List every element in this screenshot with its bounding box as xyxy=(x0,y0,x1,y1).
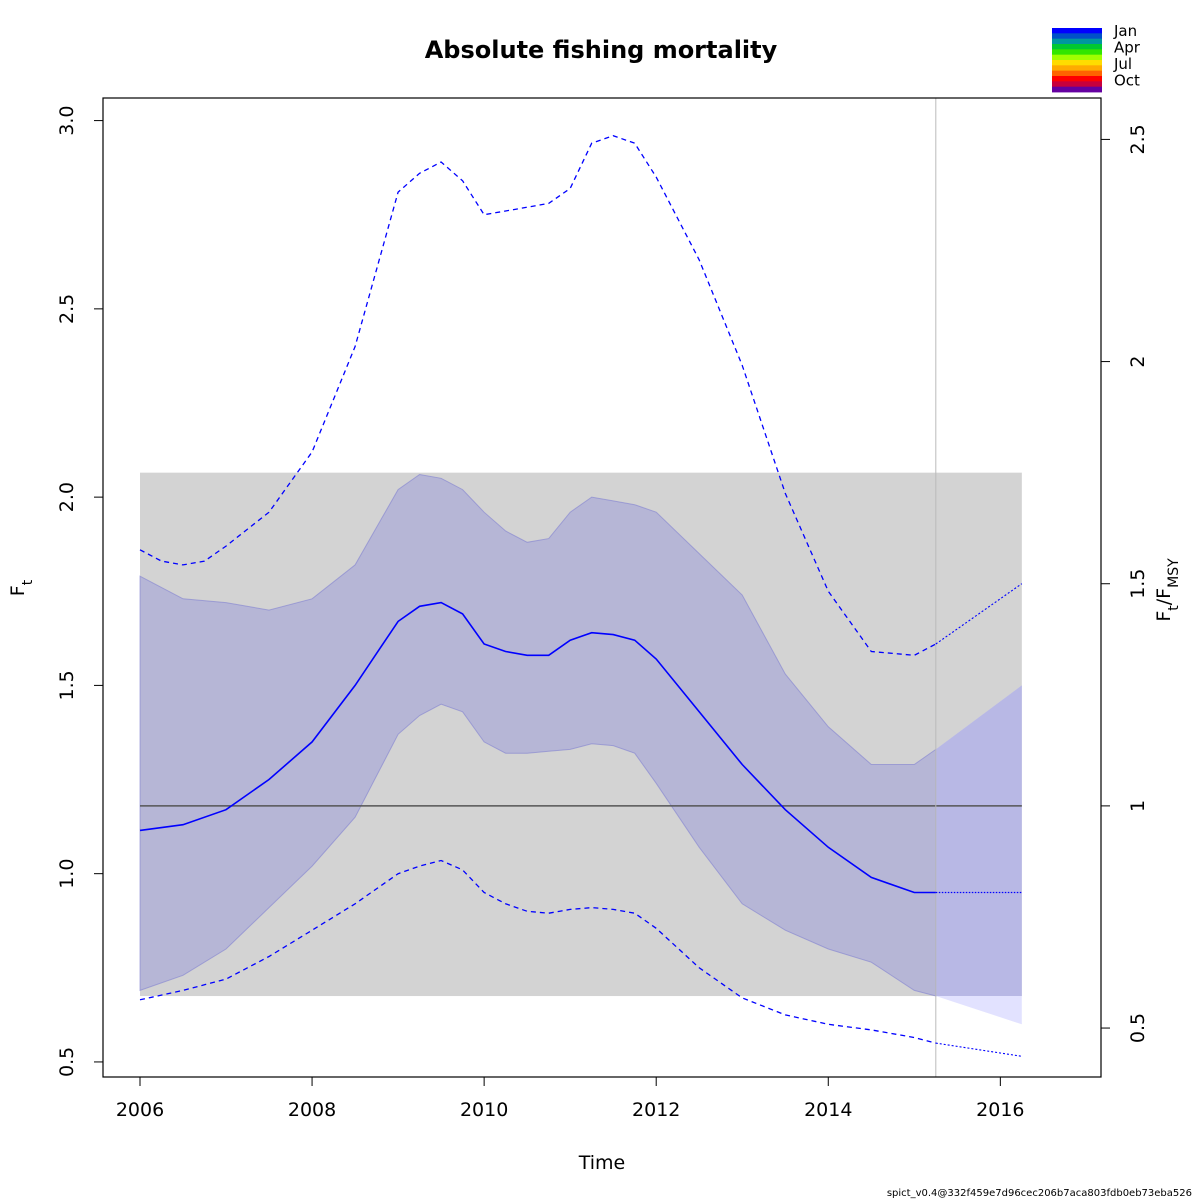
axes: 2006 2008 2010 2012 2014 2016 0.5 1.0 1.5 2.0 2.5 3… xyxy=(56,97,1149,1121)
legend-label-apr: Apr xyxy=(1114,39,1141,57)
right-tick-label: 2 xyxy=(1127,356,1149,368)
plot-content xyxy=(139,98,1023,1077)
plot-frame xyxy=(102,97,1102,1078)
x-tick-label: 2010 xyxy=(460,1099,508,1121)
legend-swatch xyxy=(1052,49,1102,56)
legend-label-oct: Oct xyxy=(1114,72,1140,90)
footer-version: spict_v0.4@332f459e7d96cec206b7aca803fdb… xyxy=(887,1188,1192,1199)
y-tick-label: 3.0 xyxy=(56,105,78,135)
legend-swatch xyxy=(1052,76,1102,82)
x-tick-label: 2012 xyxy=(632,1099,680,1121)
legend-swatch xyxy=(1052,86,1102,93)
y-axis-title: Ft xyxy=(7,579,36,596)
legend-swatch xyxy=(1052,54,1102,61)
y-tick-label: 0.5 xyxy=(56,1047,78,1077)
lower-ci-forecast-line xyxy=(935,1042,1022,1057)
y-tick-label: 2.0 xyxy=(56,482,78,512)
right-tick-label: 2.5 xyxy=(1127,124,1149,154)
legend-swatch xyxy=(1052,44,1102,50)
y-tick-label: 1.0 xyxy=(56,859,78,889)
right-axis-title: Ft/FMSY xyxy=(1153,558,1182,622)
x-tick-label: 2014 xyxy=(804,1099,852,1121)
x-tick-label: 2006 xyxy=(116,1099,164,1121)
legend-swatch xyxy=(1052,33,1102,40)
legend-swatch xyxy=(1052,70,1102,77)
x-tick-label: 2008 xyxy=(288,1099,336,1121)
x-axis-title: Time xyxy=(578,1152,626,1174)
ci-band-forecast-overlap xyxy=(935,685,1022,996)
x-tick-label: 2016 xyxy=(976,1099,1024,1121)
y-tick-label: 2.5 xyxy=(56,294,78,324)
y-tick-label: 1.5 xyxy=(56,670,78,700)
legend-swatch xyxy=(1052,60,1102,66)
legend-swatch xyxy=(1052,38,1102,45)
legend-label-jul: Jul xyxy=(1113,55,1132,73)
lower-ci-line xyxy=(139,859,936,1044)
legend-label-jan: Jan xyxy=(1113,22,1137,40)
upper-ci-line xyxy=(139,135,937,656)
legend-swatch xyxy=(1052,65,1102,72)
plot-area xyxy=(139,98,1023,1077)
upper-ci-forecast-line xyxy=(935,583,1023,645)
legend-swatch xyxy=(1052,81,1102,88)
right-tick-label: 0.5 xyxy=(1127,1013,1149,1043)
chart-title: Absolute fishing mortality xyxy=(425,36,778,64)
estimate-line xyxy=(139,601,936,894)
right-tick-label: 1.5 xyxy=(1127,569,1149,599)
right-tick-label: 1 xyxy=(1127,800,1149,812)
legend-swatch xyxy=(1052,28,1102,34)
